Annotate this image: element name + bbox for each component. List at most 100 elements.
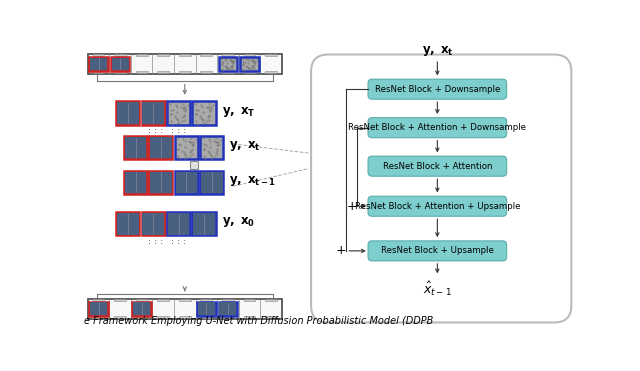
FancyBboxPatch shape	[311, 55, 572, 322]
Bar	[200, 54, 212, 56]
Bar	[114, 54, 126, 56]
Bar	[93, 299, 104, 301]
Bar	[116, 212, 140, 236]
Bar	[124, 136, 147, 159]
Text: ResNet Block + Downsample: ResNet Block + Downsample	[374, 85, 500, 94]
Bar	[114, 316, 126, 318]
Bar	[175, 136, 198, 159]
Bar	[117, 213, 139, 235]
Bar	[200, 171, 223, 194]
Bar	[141, 102, 164, 125]
Bar	[143, 102, 164, 124]
Bar	[125, 137, 147, 158]
Text: · · ·: · · ·	[148, 239, 163, 249]
Bar	[179, 71, 191, 73]
Text: e Framework Employing U-Net with Diffusion Probabilistic Model (DDPB: e Framework Employing U-Net with Diffusi…	[84, 316, 433, 326]
Bar	[157, 299, 169, 301]
Text: · · ·: · · ·	[171, 125, 186, 135]
FancyBboxPatch shape	[368, 156, 507, 176]
Bar	[219, 302, 237, 316]
Bar	[179, 316, 191, 318]
Bar	[265, 316, 277, 318]
Bar	[200, 71, 212, 73]
Bar	[168, 213, 189, 235]
Bar	[93, 71, 104, 73]
FancyBboxPatch shape	[368, 241, 507, 261]
Bar	[116, 102, 140, 125]
Text: · · ·: · · ·	[171, 239, 186, 249]
Bar	[200, 316, 212, 318]
Text: ResNet Block + Attention + Upsample: ResNet Block + Attention + Upsample	[355, 202, 520, 211]
Bar	[222, 316, 234, 318]
Bar	[222, 299, 234, 301]
Bar	[244, 299, 255, 301]
Bar	[157, 71, 169, 73]
Bar	[265, 54, 277, 56]
Text: $\mathbf{y,\ x_T}$: $\mathbf{y,\ x_T}$	[221, 105, 255, 118]
Bar	[175, 171, 198, 194]
Bar	[136, 71, 148, 73]
Bar	[88, 54, 282, 74]
Bar	[117, 102, 139, 124]
Bar	[90, 302, 107, 315]
Bar	[157, 316, 169, 318]
Text: $\mathbf{y,\ x_0}$: $\mathbf{y,\ x_0}$	[221, 216, 255, 229]
Bar	[193, 212, 216, 236]
Bar	[143, 213, 164, 235]
Bar	[240, 57, 259, 71]
Bar	[219, 57, 237, 71]
Bar	[197, 302, 216, 316]
Text: · · ·: · · ·	[171, 236, 186, 246]
Bar	[149, 136, 172, 159]
Bar	[149, 171, 172, 194]
Bar	[93, 54, 104, 56]
Bar	[201, 171, 223, 193]
Bar	[175, 171, 197, 193]
Text: · · ·: · · ·	[148, 236, 163, 246]
Bar	[141, 212, 164, 236]
Bar	[157, 54, 169, 56]
Text: · · ·: · · ·	[148, 125, 163, 135]
Text: ResNet Block + Upsample: ResNet Block + Upsample	[381, 246, 494, 255]
Bar	[179, 54, 191, 56]
Bar	[125, 171, 147, 193]
Bar	[200, 299, 212, 301]
Bar	[190, 161, 198, 169]
Bar	[114, 71, 126, 73]
Bar	[93, 316, 104, 318]
Bar	[193, 213, 215, 235]
Bar	[90, 57, 108, 71]
Bar	[124, 171, 147, 194]
Bar	[136, 316, 148, 318]
Text: $\hat{x}_{t-1}$: $\hat{x}_{t-1}$	[423, 279, 452, 298]
Text: · · ·: · · ·	[171, 128, 186, 138]
Bar	[133, 302, 150, 315]
Bar	[193, 102, 216, 125]
Bar	[244, 71, 255, 73]
Text: $\mathbf{y,\ x_t}$: $\mathbf{y,\ x_t}$	[230, 139, 261, 153]
Bar	[90, 302, 108, 316]
Bar	[88, 299, 282, 319]
Bar	[150, 137, 172, 158]
Bar	[198, 302, 215, 315]
Text: ResNet Block + Attention + Downsample: ResNet Block + Attention + Downsample	[348, 123, 526, 132]
Bar	[179, 299, 191, 301]
Bar	[111, 57, 129, 71]
Bar	[265, 299, 277, 301]
Bar	[136, 299, 148, 301]
Bar	[114, 299, 126, 301]
Bar	[111, 58, 129, 70]
FancyBboxPatch shape	[368, 79, 507, 99]
Text: +: +	[336, 244, 346, 257]
Bar	[222, 71, 234, 73]
Text: $\mathbf{y,\ x_t}$: $\mathbf{y,\ x_t}$	[422, 44, 453, 58]
Bar	[220, 302, 236, 315]
Bar	[136, 54, 148, 56]
Bar	[244, 54, 255, 56]
Text: ResNet Block + Attention: ResNet Block + Attention	[383, 162, 492, 171]
Bar	[150, 171, 172, 193]
Bar	[222, 54, 234, 56]
Bar	[167, 212, 190, 236]
Bar	[167, 102, 190, 125]
Text: · · ·: · · ·	[148, 128, 163, 138]
